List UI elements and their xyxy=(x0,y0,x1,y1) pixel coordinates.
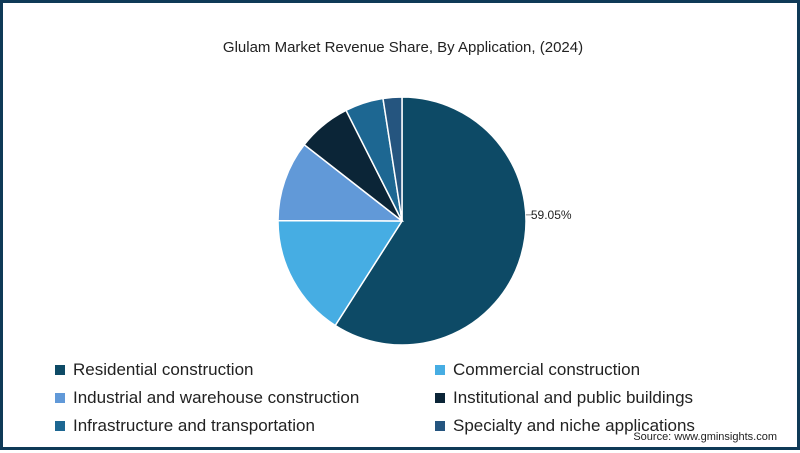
legend-label: Residential construction xyxy=(73,360,254,379)
legend-item-specialty-and-niche-applications: Specialty and niche applications xyxy=(435,416,695,436)
chart-legend: Residential construction Commercial const… xyxy=(3,357,800,437)
legend-swatch xyxy=(435,421,445,431)
legend-item-commercial-construction: Commercial construction xyxy=(435,360,640,380)
legend-label: Commercial construction xyxy=(453,360,641,379)
legend-item-institutional-and-public-buildings: Institutional and public buildings xyxy=(435,388,693,408)
pie-slice-commercial-construction xyxy=(277,219,404,327)
legend-swatch xyxy=(55,365,65,375)
pie-slice-residential-construction xyxy=(334,96,527,346)
legend-swatch xyxy=(435,393,445,403)
data-label-residential: 59.05% xyxy=(531,208,572,222)
legend-label: Infrastructure and transportation xyxy=(73,416,315,435)
source-note: Source: www.gminsights.com xyxy=(633,431,777,443)
legend-label: Specialty and niche applications xyxy=(453,416,695,435)
legend-swatch xyxy=(55,421,65,431)
legend-item-residential-construction: Residential construction xyxy=(55,360,253,380)
chart-title: Glulam Market Revenue Share, By Applicat… xyxy=(222,39,584,56)
pie-chart: 59.05% xyxy=(277,96,572,346)
legend-swatch xyxy=(435,365,445,375)
legend-label: Institutional and public buildings xyxy=(453,388,694,407)
legend-item-industrial-and-warehouse-construction: Industrial and warehouse construction xyxy=(55,388,359,408)
legend-item-infrastructure-and-transportation: Infrastructure and transportation xyxy=(55,416,315,436)
pie-slice-industrial-and-warehouse-construction xyxy=(277,143,405,222)
legend-swatch xyxy=(55,393,65,403)
legend-label: Industrial and warehouse construction xyxy=(73,388,360,407)
pie-slice-specialty-and-niche-applications xyxy=(382,96,403,222)
